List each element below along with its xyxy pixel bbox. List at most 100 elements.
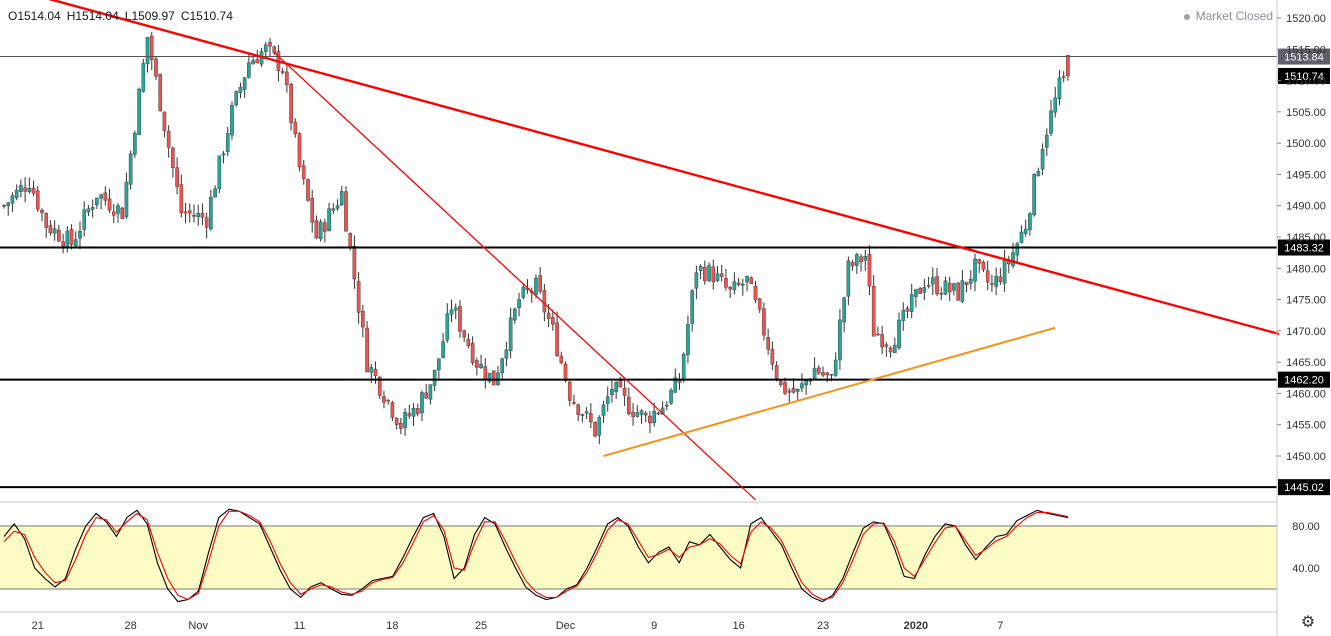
candle-body [48,225,53,234]
candle-body [791,388,796,393]
candle-body [821,372,825,376]
price-axis[interactable]: 1513.84 1483.32 1462.20 1445.02 1510.74 1520.… [1276,0,1330,636]
level-price-tag [1278,479,1330,496]
candle-body [483,366,488,380]
candle-body [86,208,91,213]
candle-body [504,349,509,359]
candle-body [428,384,433,400]
candle-body [994,275,998,287]
candle-body [681,353,686,381]
candle-body [1061,76,1066,78]
candle-body [817,367,821,374]
candle-body [559,355,564,363]
candle-body [766,337,770,350]
price-tick-label: 1505.00 [1286,107,1326,119]
candle-body [204,217,209,228]
candle-body [610,389,614,395]
candle-body [411,408,416,417]
candle-body [783,382,787,394]
candle-body [580,414,585,416]
candle-body [65,230,70,248]
level-price-tag [1278,371,1330,388]
trendline[interactable] [273,51,756,501]
candle-body [914,289,918,297]
price-tick-label: 1485.00 [1286,232,1326,244]
candle-body [985,270,990,283]
candle-body [44,213,49,228]
candle-body [551,317,555,325]
candle-body [272,46,276,53]
candle-body [1032,174,1036,216]
level-price-label: 1462.20 [1284,375,1324,387]
candle-body [120,207,125,219]
candle-body [694,272,699,289]
candle-body [943,280,948,295]
candle-body [517,299,521,308]
level-price-tag [1278,239,1330,256]
candle-body [19,185,23,192]
candle-body [149,35,154,60]
time-axis[interactable]: 21 28 Nov 11 18 25 Dec 9 16 23 2020 7 [0,611,1277,632]
stochastic-tick-label: 40.00 [1292,563,1320,575]
candle-body [762,308,766,336]
candle-body [926,285,931,287]
trendline[interactable] [4,0,1280,336]
candle-body [78,230,82,239]
candle-body [897,319,901,348]
candle-body [893,345,897,353]
candle-body [614,382,618,392]
candle-body [593,421,597,437]
stochastic-d-line [3,510,1069,601]
time-tick-label: 25 [475,620,487,632]
candle-body [605,396,610,404]
candle-body [424,392,428,399]
candle-body [399,422,403,429]
time-tick-label: Dec [556,620,576,632]
gear-icon[interactable]: ⚙ [1300,614,1316,631]
stochastic-pane[interactable] [0,501,1277,603]
last-price-label: 1510.74 [1284,71,1324,83]
stochastic-k-line [3,508,1069,603]
candle-body [888,347,893,353]
time-tick-label: 21 [32,620,44,632]
candle-body [14,189,19,198]
candle-body [200,213,205,218]
candle-body [1028,213,1032,231]
candle-body [491,370,496,386]
candle-body [453,307,458,311]
candle-body [842,297,846,323]
candle-body [225,133,230,152]
candle-body [669,390,673,404]
trendline[interactable] [603,326,1056,457]
time-tick-label: 23 [817,620,829,632]
price-tick-label: 1465.00 [1286,357,1326,369]
time-tick-label: 11 [294,620,305,632]
status-dot-icon [1183,13,1190,20]
candle-body [546,312,551,319]
price-tick-label: 1455.00 [1286,420,1326,432]
price-tick-label: 1510.00 [1286,76,1326,88]
candle-body [1057,77,1062,99]
candle-body [306,179,310,201]
ohlc-open: O1514.04 [8,9,61,23]
candle-body [952,283,956,291]
candle-body [407,413,412,417]
candle-body [969,278,973,284]
price-tick-label: 1500.00 [1286,138,1326,150]
time-tick-label: 2020 [904,620,928,632]
candle-body [960,280,965,302]
candle-body [850,261,855,267]
candle-body [386,399,390,402]
candle-body [513,308,517,321]
candle-body [1040,149,1045,170]
candle-body [73,239,78,246]
candle-body [234,91,239,106]
candle-body [719,273,724,277]
candle-body [521,286,526,298]
candle-body [867,254,872,287]
candle-body [280,71,285,73]
candle-body [10,195,15,204]
candle-body [394,418,399,425]
candle-body [1044,134,1049,148]
